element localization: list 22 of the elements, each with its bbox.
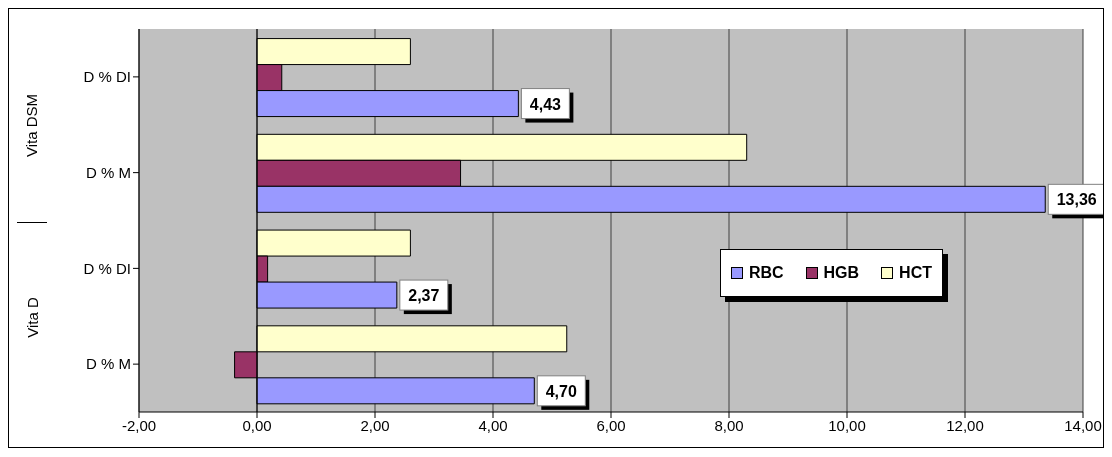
x-tick-label: 6,00 [596,416,626,434]
x-tick-label: 14,00 [1064,416,1102,434]
x-tick-label: 0,00 [242,416,272,434]
legend-label: HCT [898,264,932,282]
y-tick-label: D % DI [83,259,131,277]
x-tick-label: 4,00 [478,416,508,434]
y-tick-label: D % M [86,163,131,181]
data-label: 13,36 [1056,191,1097,209]
x-tick-label: -2,00 [121,416,157,434]
x-tick-label: 10,00 [828,416,866,434]
text: Vita D [23,297,41,339]
data-label: 4,43 [529,95,562,113]
data-label: 4,70 [545,382,577,400]
x-tick-label: 12,00 [946,416,984,434]
x-tick-label: 8,00 [714,416,744,434]
text: Vita DSM [23,93,41,157]
y-tick-label: D % DI [83,68,131,86]
legend-label: RBC [747,264,784,282]
data-label: 2,37 [408,287,440,305]
x-tick-label: 2,00 [360,416,390,434]
legend-label: HGB [822,264,860,282]
y-tick-label: D % M [86,355,131,373]
